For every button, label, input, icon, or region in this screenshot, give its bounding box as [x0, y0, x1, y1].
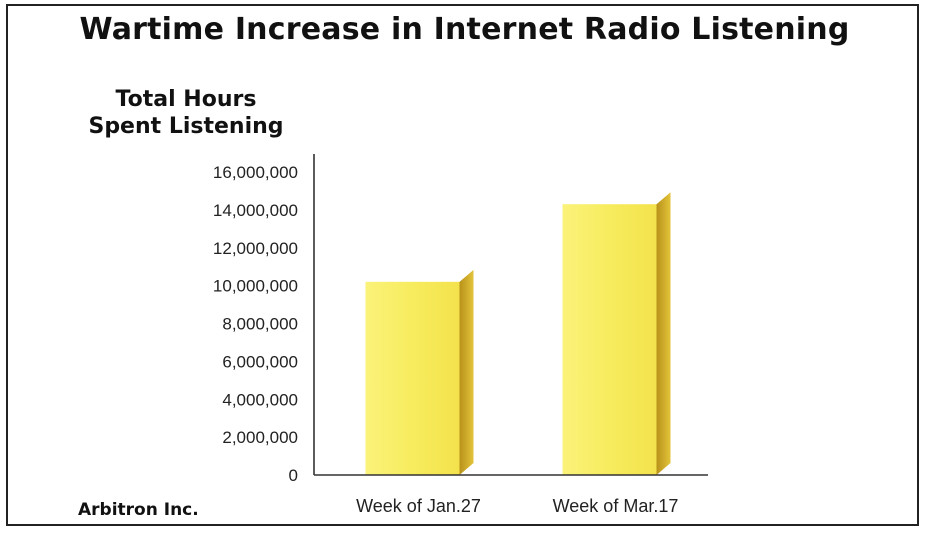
y-tick-label: 2,000,000	[222, 428, 298, 447]
bar	[365, 269, 474, 475]
y-axis-label-line-1: Total Hours	[115, 87, 257, 112]
x-category-label: Week of Jan.27	[356, 496, 481, 516]
y-axis-label-line-2: Spent Listening	[88, 114, 284, 139]
axes-group	[313, 154, 708, 476]
y-tick-label: 4,000,000	[222, 390, 298, 409]
source-label: Arbitron Inc.	[78, 500, 199, 520]
bar-front	[562, 204, 657, 475]
y-tick-label: 16,000,000	[213, 163, 298, 182]
bars-group	[365, 192, 671, 475]
chart-title: Wartime Increase in Internet Radio Liste…	[79, 12, 850, 47]
bar-side	[656, 192, 671, 475]
y-tick-label: 12,000,000	[213, 239, 298, 258]
y-tick-label: 8,000,000	[222, 315, 298, 334]
y-tick-label: 6,000,000	[222, 352, 298, 371]
y-tick-label: 10,000,000	[213, 277, 298, 296]
bar-side	[459, 269, 474, 475]
bar	[562, 192, 671, 475]
bar-front	[365, 281, 460, 475]
y-tick-label: 14,000,000	[213, 201, 298, 220]
y-axis-label: Total Hours Spent Listening	[76, 86, 296, 140]
y-tick-label: 0	[289, 466, 298, 485]
x-categories-group: Week of Jan.27 Week of Mar.17	[356, 496, 678, 516]
y-ticks-group: 0 2,000,000 4,000,000 6,000,000 8,000,000 10,…	[213, 163, 298, 485]
x-category-label: Week of Mar.17	[553, 496, 679, 516]
